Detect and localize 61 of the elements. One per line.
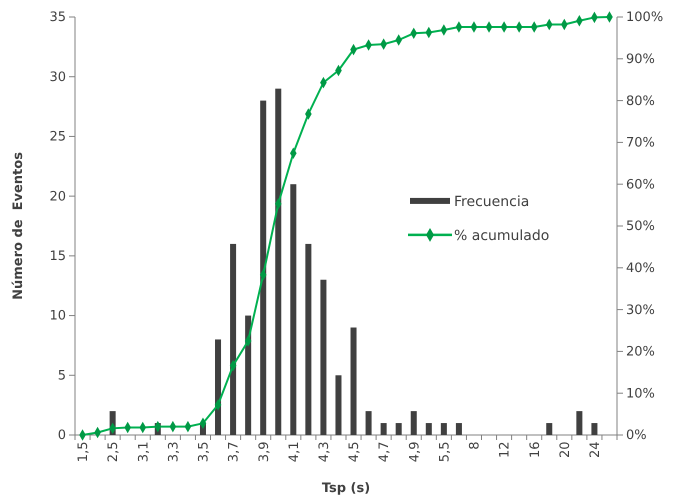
- bar: [440, 423, 447, 435]
- y-tick-label: 20: [49, 189, 66, 204]
- bar: [245, 316, 252, 435]
- x-tick-label: 1,5: [76, 442, 92, 462]
- x-tick-label: 8: [468, 442, 483, 450]
- y2-tick-label: 50%: [626, 219, 655, 234]
- y-tick-label: 5: [58, 368, 66, 384]
- x-tick-label: 4,9: [407, 442, 422, 462]
- x-tick-label: 3,3: [166, 442, 182, 462]
- x-tick-label: 3,5: [196, 442, 212, 462]
- y-axis-title: Número de Eventos: [11, 152, 26, 300]
- y-tick-label: 25: [49, 130, 66, 145]
- y2-tick-label: 90%: [626, 52, 655, 67]
- x-axis-title: Tsp (s): [322, 481, 370, 496]
- y2-tick-label: 40%: [626, 260, 655, 276]
- bar: [260, 100, 266, 435]
- bar: [320, 280, 326, 435]
- bar: [456, 423, 462, 435]
- bar: [290, 184, 296, 435]
- bar: [305, 244, 312, 435]
- y2-tick-label: 80%: [626, 94, 655, 109]
- x-tick-label: 24: [588, 442, 603, 458]
- x-tick-label: 4,5: [347, 442, 362, 462]
- bar: [410, 411, 417, 435]
- y2-tick-label: 60%: [626, 177, 655, 192]
- bar: [380, 423, 387, 435]
- y2-tick-label: 0%: [626, 428, 647, 444]
- y-tick-label: 15: [49, 249, 66, 264]
- x-tick-label: 4,1: [286, 442, 302, 462]
- y-tick-label: 35: [49, 10, 66, 26]
- x-tick-label: 3,7: [226, 442, 242, 462]
- x-tick-label: 3,9: [256, 442, 272, 462]
- bar: [215, 339, 222, 435]
- x-tick-label: 5,5: [437, 442, 452, 462]
- bar: [350, 328, 357, 435]
- x-tick-label: 4,3: [316, 442, 332, 462]
- y2-tick-label: 30%: [626, 302, 655, 318]
- x-tick-label: 12: [498, 442, 513, 458]
- y-tick-label: 10: [49, 308, 66, 324]
- bar: [230, 244, 236, 435]
- x-tick-label: 2,5: [106, 442, 122, 462]
- y-tick-label: 30: [49, 70, 66, 85]
- x-tick-label: 3,1: [136, 442, 152, 462]
- x-tick-label: 16: [528, 442, 543, 458]
- bar: [546, 423, 552, 435]
- legend-label: Frecuencia: [454, 194, 530, 210]
- x-tick-label: 4,7: [377, 442, 392, 462]
- y-tick-label: 0: [58, 428, 66, 444]
- bar: [366, 411, 372, 435]
- bar: [335, 375, 342, 435]
- x-tick-label: 20: [558, 442, 573, 458]
- bar: [275, 88, 282, 435]
- bar: [426, 423, 432, 435]
- legend-label: % acumulado: [454, 228, 550, 244]
- bar: [576, 411, 582, 435]
- bar: [396, 423, 402, 435]
- y2-tick-label: 10%: [626, 386, 655, 402]
- y2-tick-label: 100%: [626, 10, 664, 26]
- bar: [591, 423, 598, 435]
- y2-tick-label: 20%: [626, 344, 655, 360]
- y2-tick-label: 70%: [626, 136, 655, 151]
